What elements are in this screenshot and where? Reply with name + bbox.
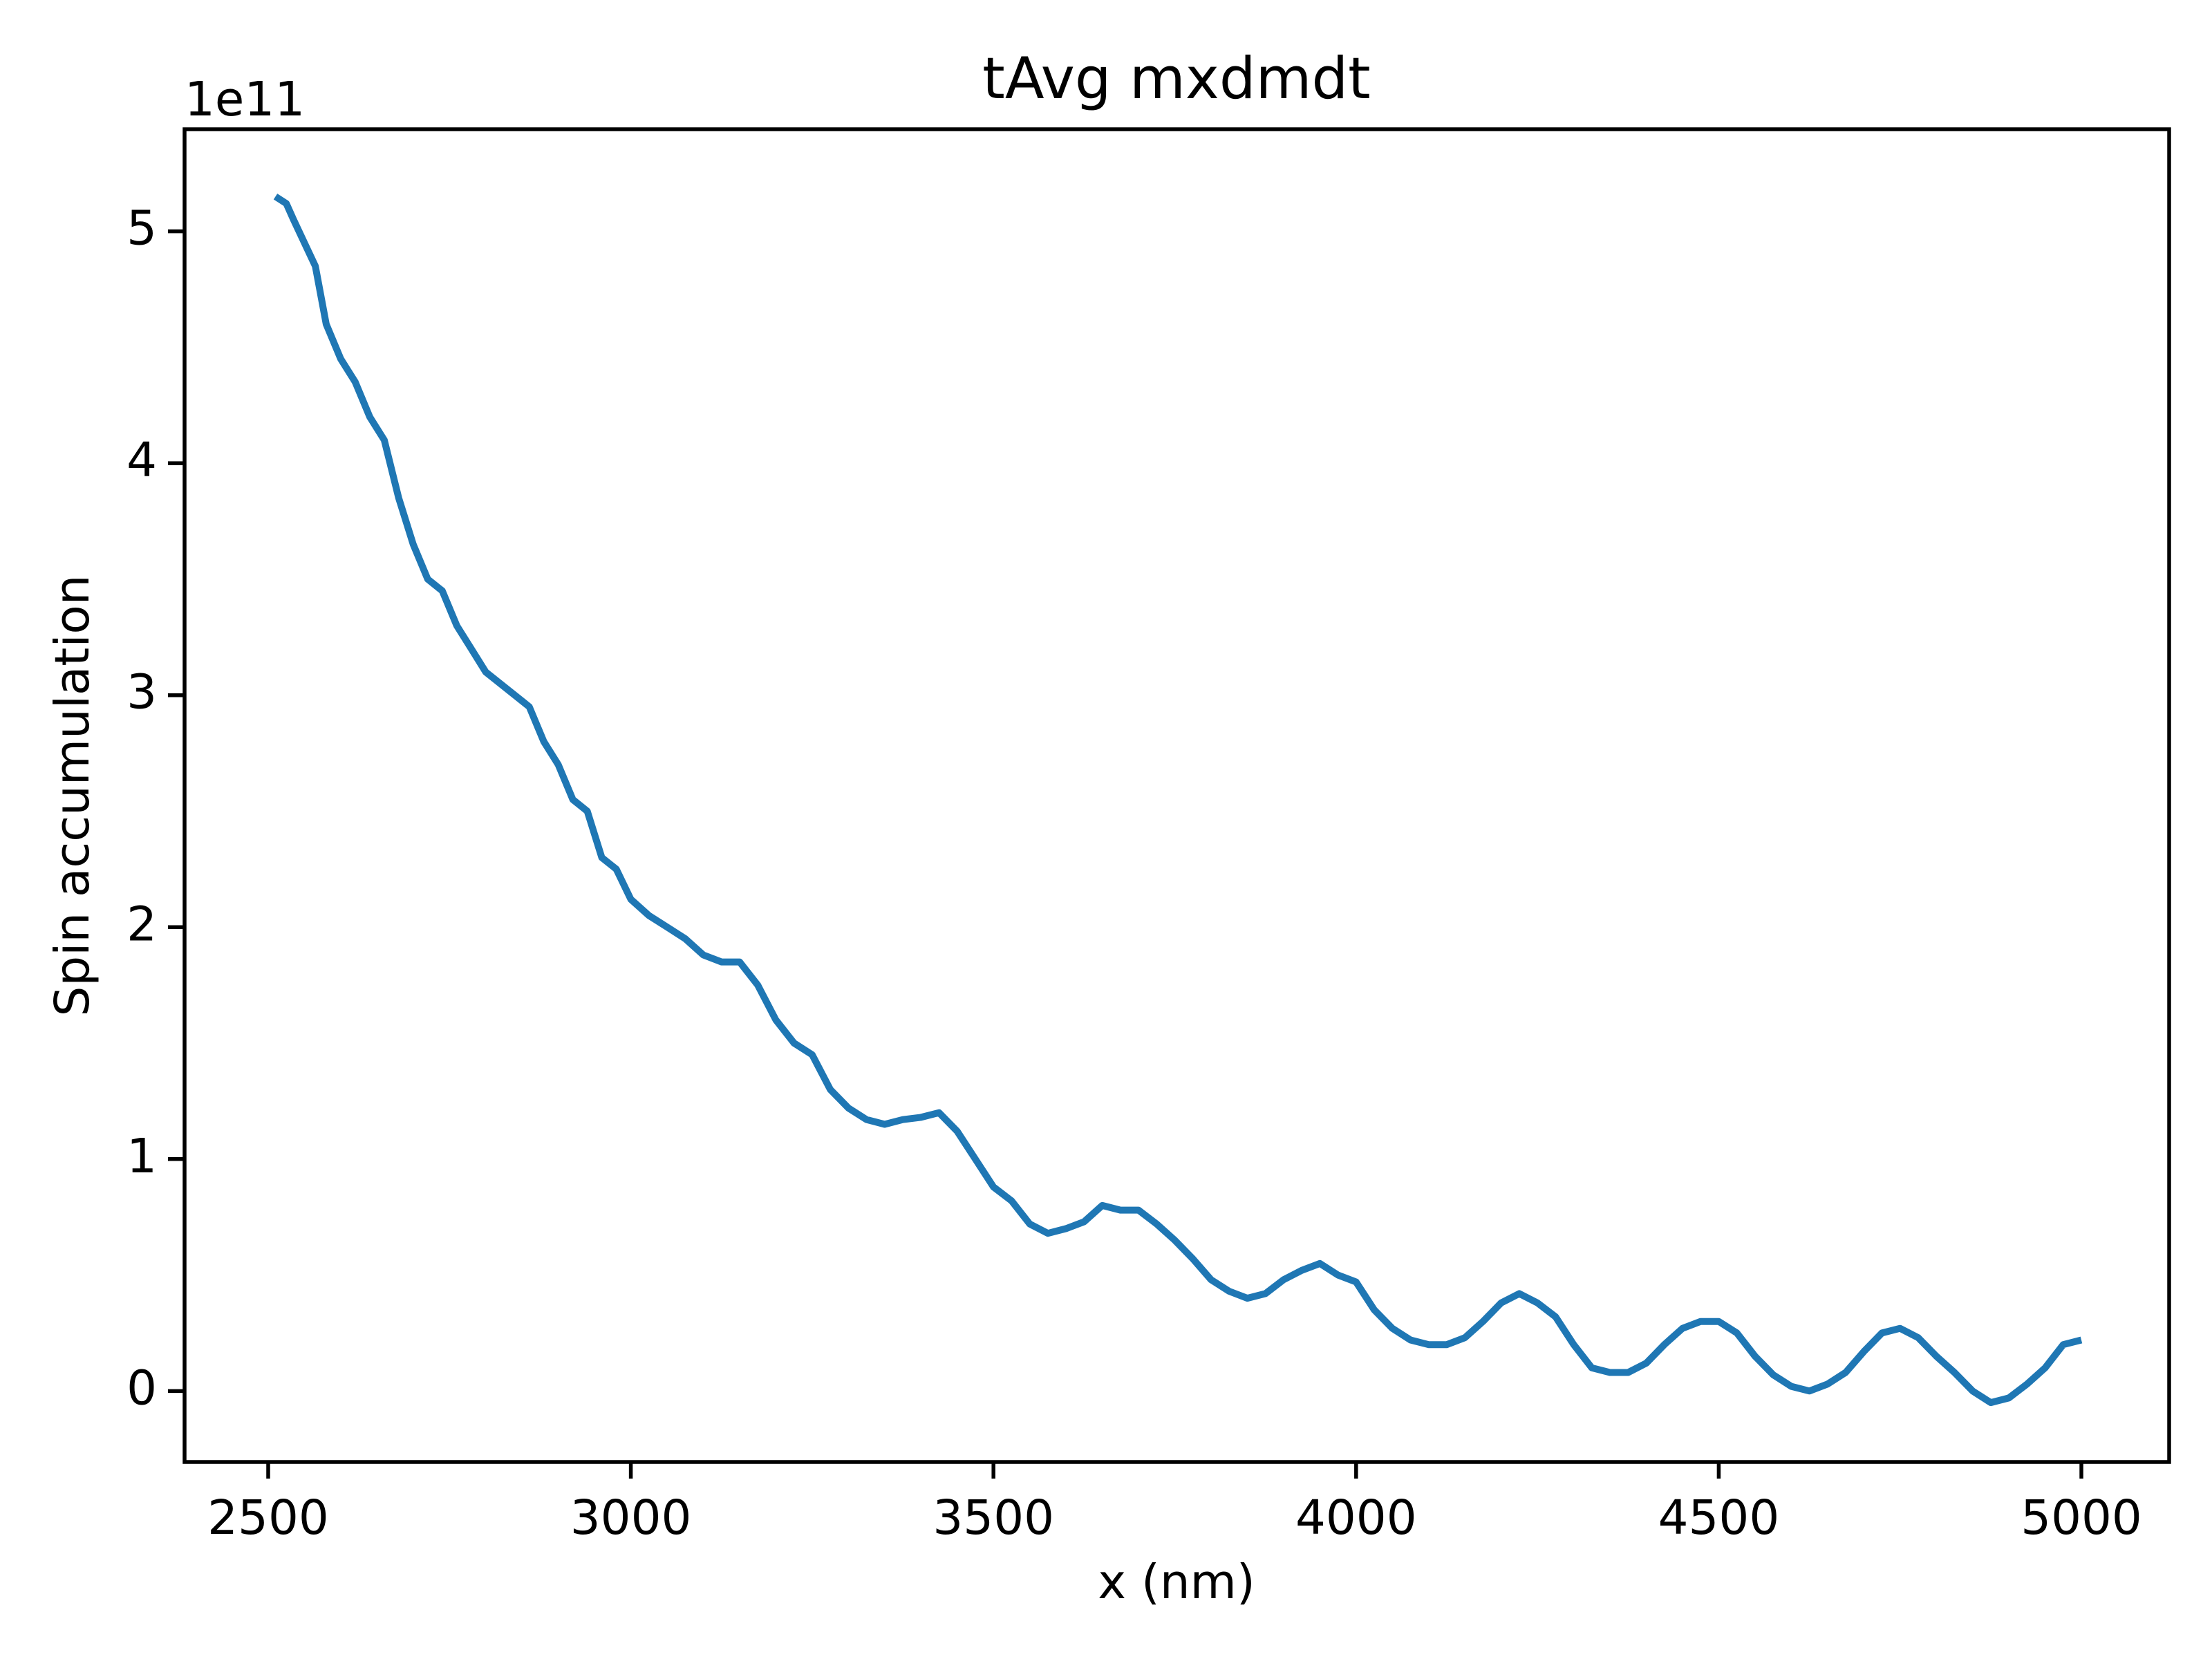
x-tick-label: 4500	[1658, 1490, 1780, 1546]
data-line	[273, 194, 2083, 1407]
y-tick-label: 2	[126, 897, 157, 952]
y-tick-label: 5	[126, 201, 157, 256]
x-tick-label: 5000	[2021, 1490, 2142, 1546]
plot-frame	[182, 127, 2171, 1464]
y-tick-label: 1	[126, 1129, 157, 1184]
y-tick-label: 0	[126, 1360, 157, 1416]
y-axis-label: Spin accumulation	[45, 575, 100, 1017]
x-tick-label: 2500	[207, 1490, 329, 1546]
x-tick-label: 3000	[570, 1490, 692, 1546]
y-tick-label: 3	[126, 665, 157, 720]
x-tick-label: 3500	[932, 1490, 1054, 1546]
y-offset-label: 1e11	[185, 72, 305, 127]
x-tick-label: 4000	[1295, 1490, 1417, 1546]
x-axis-label: x (nm)	[1098, 1555, 1255, 1610]
chart-title: tAvg mxdmdt	[982, 45, 1370, 112]
y-tick-label: 4	[126, 433, 157, 488]
